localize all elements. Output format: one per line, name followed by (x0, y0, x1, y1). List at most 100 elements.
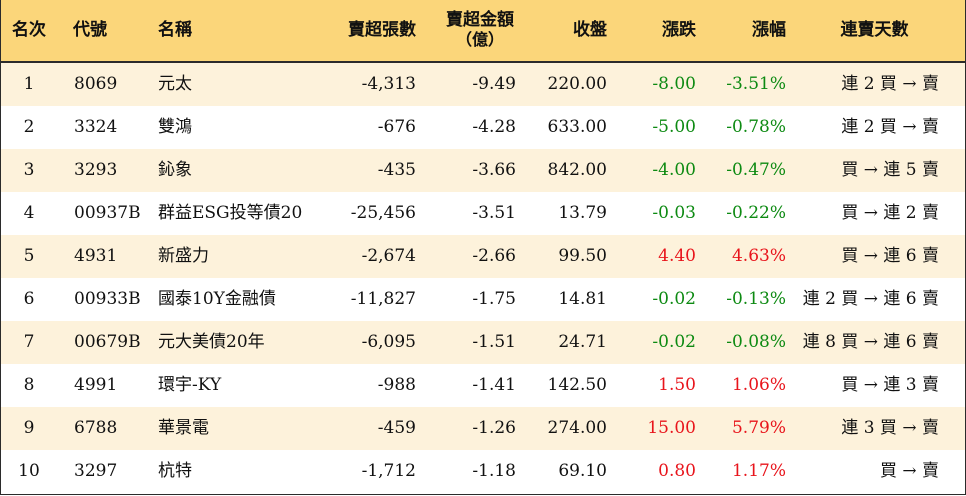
cell-code: 00679B (74, 331, 141, 352)
cell-net-sell-sheets: -1,712 (361, 460, 416, 481)
cell-code: 3324 (74, 116, 118, 137)
cell-consecutive-sell-days: 連 2 買 → 賣 (841, 73, 939, 94)
cell-net-sell-amount: -1.18 (472, 460, 516, 481)
header-consecutive-sell-days[interactable]: 連賣天數 (840, 19, 909, 40)
cell-close: 14.81 (558, 288, 607, 309)
table-row[interactable]: 3 3293 鈊象 -435 -3.66 842.00 -4.00 -0.47% 買 → 連 5… (1, 149, 965, 192)
cell-code: 00937B (74, 202, 141, 223)
cell-consecutive-sell-days: 連 8 買 → 連 6 賣 (802, 331, 939, 352)
header-change-percent[interactable]: 漲幅 (752, 19, 786, 40)
cell-net-sell-sheets: -11,827 (350, 288, 416, 309)
cell-change-percent: 1.06% (731, 374, 786, 395)
table-row[interactable]: 4 00937B 群益ESG投等債20 -25,456 -3.51 13.79 -0.03 -… (1, 192, 965, 235)
table-row[interactable]: 9 6788 華景電 -459 -1.26 274.00 15.00 5.79% 連 3 買 →… (1, 407, 965, 450)
cell-net-sell-sheets: -25,456 (350, 202, 416, 223)
header-net-sell-sheets[interactable]: 賣超張數 (348, 19, 416, 40)
cell-net-sell-amount: -1.41 (472, 374, 516, 395)
cell-net-sell-sheets: -988 (377, 374, 416, 395)
cell-rank: 4 (23, 202, 35, 223)
table-row[interactable]: 2 3324 雙鴻 -676 -4.28 633.00 -5.00 -0.78% 連 2 買 →… (1, 106, 965, 149)
header-net-sell-amount[interactable]: 賣超金額 （億） (416, 10, 516, 50)
cell-name: 雙鴻 (158, 116, 192, 137)
cell-code: 4991 (74, 374, 118, 395)
cell-net-sell-sheets: -6,095 (361, 331, 416, 352)
cell-net-sell-sheets: -435 (377, 159, 416, 180)
header-close[interactable]: 收盤 (573, 19, 607, 40)
cell-name: 環宇-KY (158, 374, 222, 395)
cell-net-sell-amount: -3.66 (472, 159, 516, 180)
cell-change-percent: -0.13% (726, 288, 786, 309)
cell-net-sell-amount: -4.28 (472, 116, 516, 137)
cell-net-sell-amount: -3.51 (472, 202, 516, 223)
cell-rank: 1 (23, 73, 35, 94)
cell-net-sell-amount: -2.66 (472, 245, 516, 266)
cell-change-percent: -0.47% (726, 159, 786, 180)
cell-name: 元太 (158, 73, 192, 94)
table-row[interactable]: 10 3297 杭特 -1,712 -1.18 69.10 0.80 1.17% 買 → 賣 (1, 450, 965, 493)
header-code[interactable]: 代號 (73, 19, 107, 40)
table-row[interactable]: 6 00933B 國泰10Y金融債 -11,827 -1.75 14.81 -0.02 -0.… (1, 278, 965, 321)
cell-consecutive-sell-days: 買 → 連 3 賣 (841, 374, 939, 395)
cell-rank: 2 (23, 116, 35, 137)
cell-change: 1.50 (658, 374, 696, 395)
table-row[interactable]: 8 4991 環宇-KY -988 -1.41 142.50 1.50 1.06% 買 → 連 … (1, 364, 965, 407)
table-body: 1 8069 元太 -4,313 -9.49 220.00 -8.00 -3.51% 連 2 買… (1, 63, 965, 493)
cell-change-percent: 5.79% (731, 417, 786, 438)
cell-net-sell-sheets: -459 (377, 417, 416, 438)
cell-name: 華景電 (158, 417, 209, 438)
cell-name: 群益ESG投等債20 (158, 202, 303, 223)
cell-consecutive-sell-days: 連 3 買 → 賣 (841, 417, 939, 438)
cell-net-sell-amount: -1.26 (472, 417, 516, 438)
cell-code: 8069 (74, 73, 118, 94)
cell-rank: 9 (23, 417, 35, 438)
cell-net-sell-amount: -9.49 (472, 73, 516, 94)
cell-code: 6788 (74, 417, 118, 438)
cell-close: 69.10 (558, 460, 607, 481)
cell-change-percent: -0.78% (726, 116, 786, 137)
cell-name: 鈊象 (158, 159, 192, 180)
cell-change: 0.80 (658, 460, 696, 481)
cell-change: 15.00 (647, 417, 696, 438)
cell-change: -5.00 (652, 116, 696, 137)
cell-consecutive-sell-days: 買 → 賣 (879, 460, 939, 481)
cell-net-sell-sheets: -2,674 (361, 245, 416, 266)
header-name[interactable]: 名稱 (158, 19, 192, 40)
cell-rank: 5 (23, 245, 35, 266)
cell-change: -0.03 (652, 202, 696, 223)
header-net-sell-amount-unit: （億） (455, 29, 504, 49)
cell-close: 274.00 (547, 417, 607, 438)
cell-change: -8.00 (652, 73, 696, 94)
cell-close: 13.79 (558, 202, 607, 223)
cell-change: -0.02 (652, 288, 696, 309)
cell-consecutive-sell-days: 買 → 連 2 賣 (841, 202, 939, 223)
cell-change-percent: 4.63% (731, 245, 786, 266)
cell-rank: 8 (23, 374, 35, 395)
cell-change-percent: -3.51% (726, 73, 786, 94)
cell-net-sell-amount: -1.75 (472, 288, 516, 309)
cell-name: 國泰10Y金融債 (158, 288, 276, 309)
header-rank[interactable]: 名次 (12, 19, 46, 40)
cell-close: 220.00 (547, 73, 607, 94)
table-header-row: 名次 代號 名稱 賣超張數 賣超金額 （億） 收盤 漲跌 漲幅 連賣天數 (1, 0, 965, 63)
cell-close: 142.50 (547, 374, 607, 395)
cell-consecutive-sell-days: 連 2 買 → 賣 (841, 116, 939, 137)
cell-change-percent: -0.22% (726, 202, 786, 223)
header-change[interactable]: 漲跌 (662, 19, 696, 40)
cell-consecutive-sell-days: 買 → 連 6 賣 (841, 245, 939, 266)
cell-rank: 7 (23, 331, 35, 352)
cell-code: 3297 (74, 460, 118, 481)
cell-rank: 6 (23, 288, 35, 309)
cell-close: 633.00 (547, 116, 607, 137)
cell-rank: 3 (23, 159, 35, 180)
cell-change: -0.02 (652, 331, 696, 352)
table-row[interactable]: 5 4931 新盛力 -2,674 -2.66 99.50 4.40 4.63% 買 → 連 6… (1, 235, 965, 278)
table-row[interactable]: 1 8069 元太 -4,313 -9.49 220.00 -8.00 -3.51% 連 2 買… (1, 63, 965, 106)
cell-change: -4.00 (652, 159, 696, 180)
cell-change-percent: -0.08% (726, 331, 786, 352)
table-row[interactable]: 7 00679B 元大美債20年 -6,095 -1.51 24.71 -0.02 -0.08… (1, 321, 965, 364)
cell-name: 新盛力 (158, 245, 209, 266)
cell-net-sell-sheets: -4,313 (361, 73, 416, 94)
cell-code: 3293 (74, 159, 118, 180)
cell-close: 842.00 (547, 159, 607, 180)
cell-close: 24.71 (558, 331, 607, 352)
